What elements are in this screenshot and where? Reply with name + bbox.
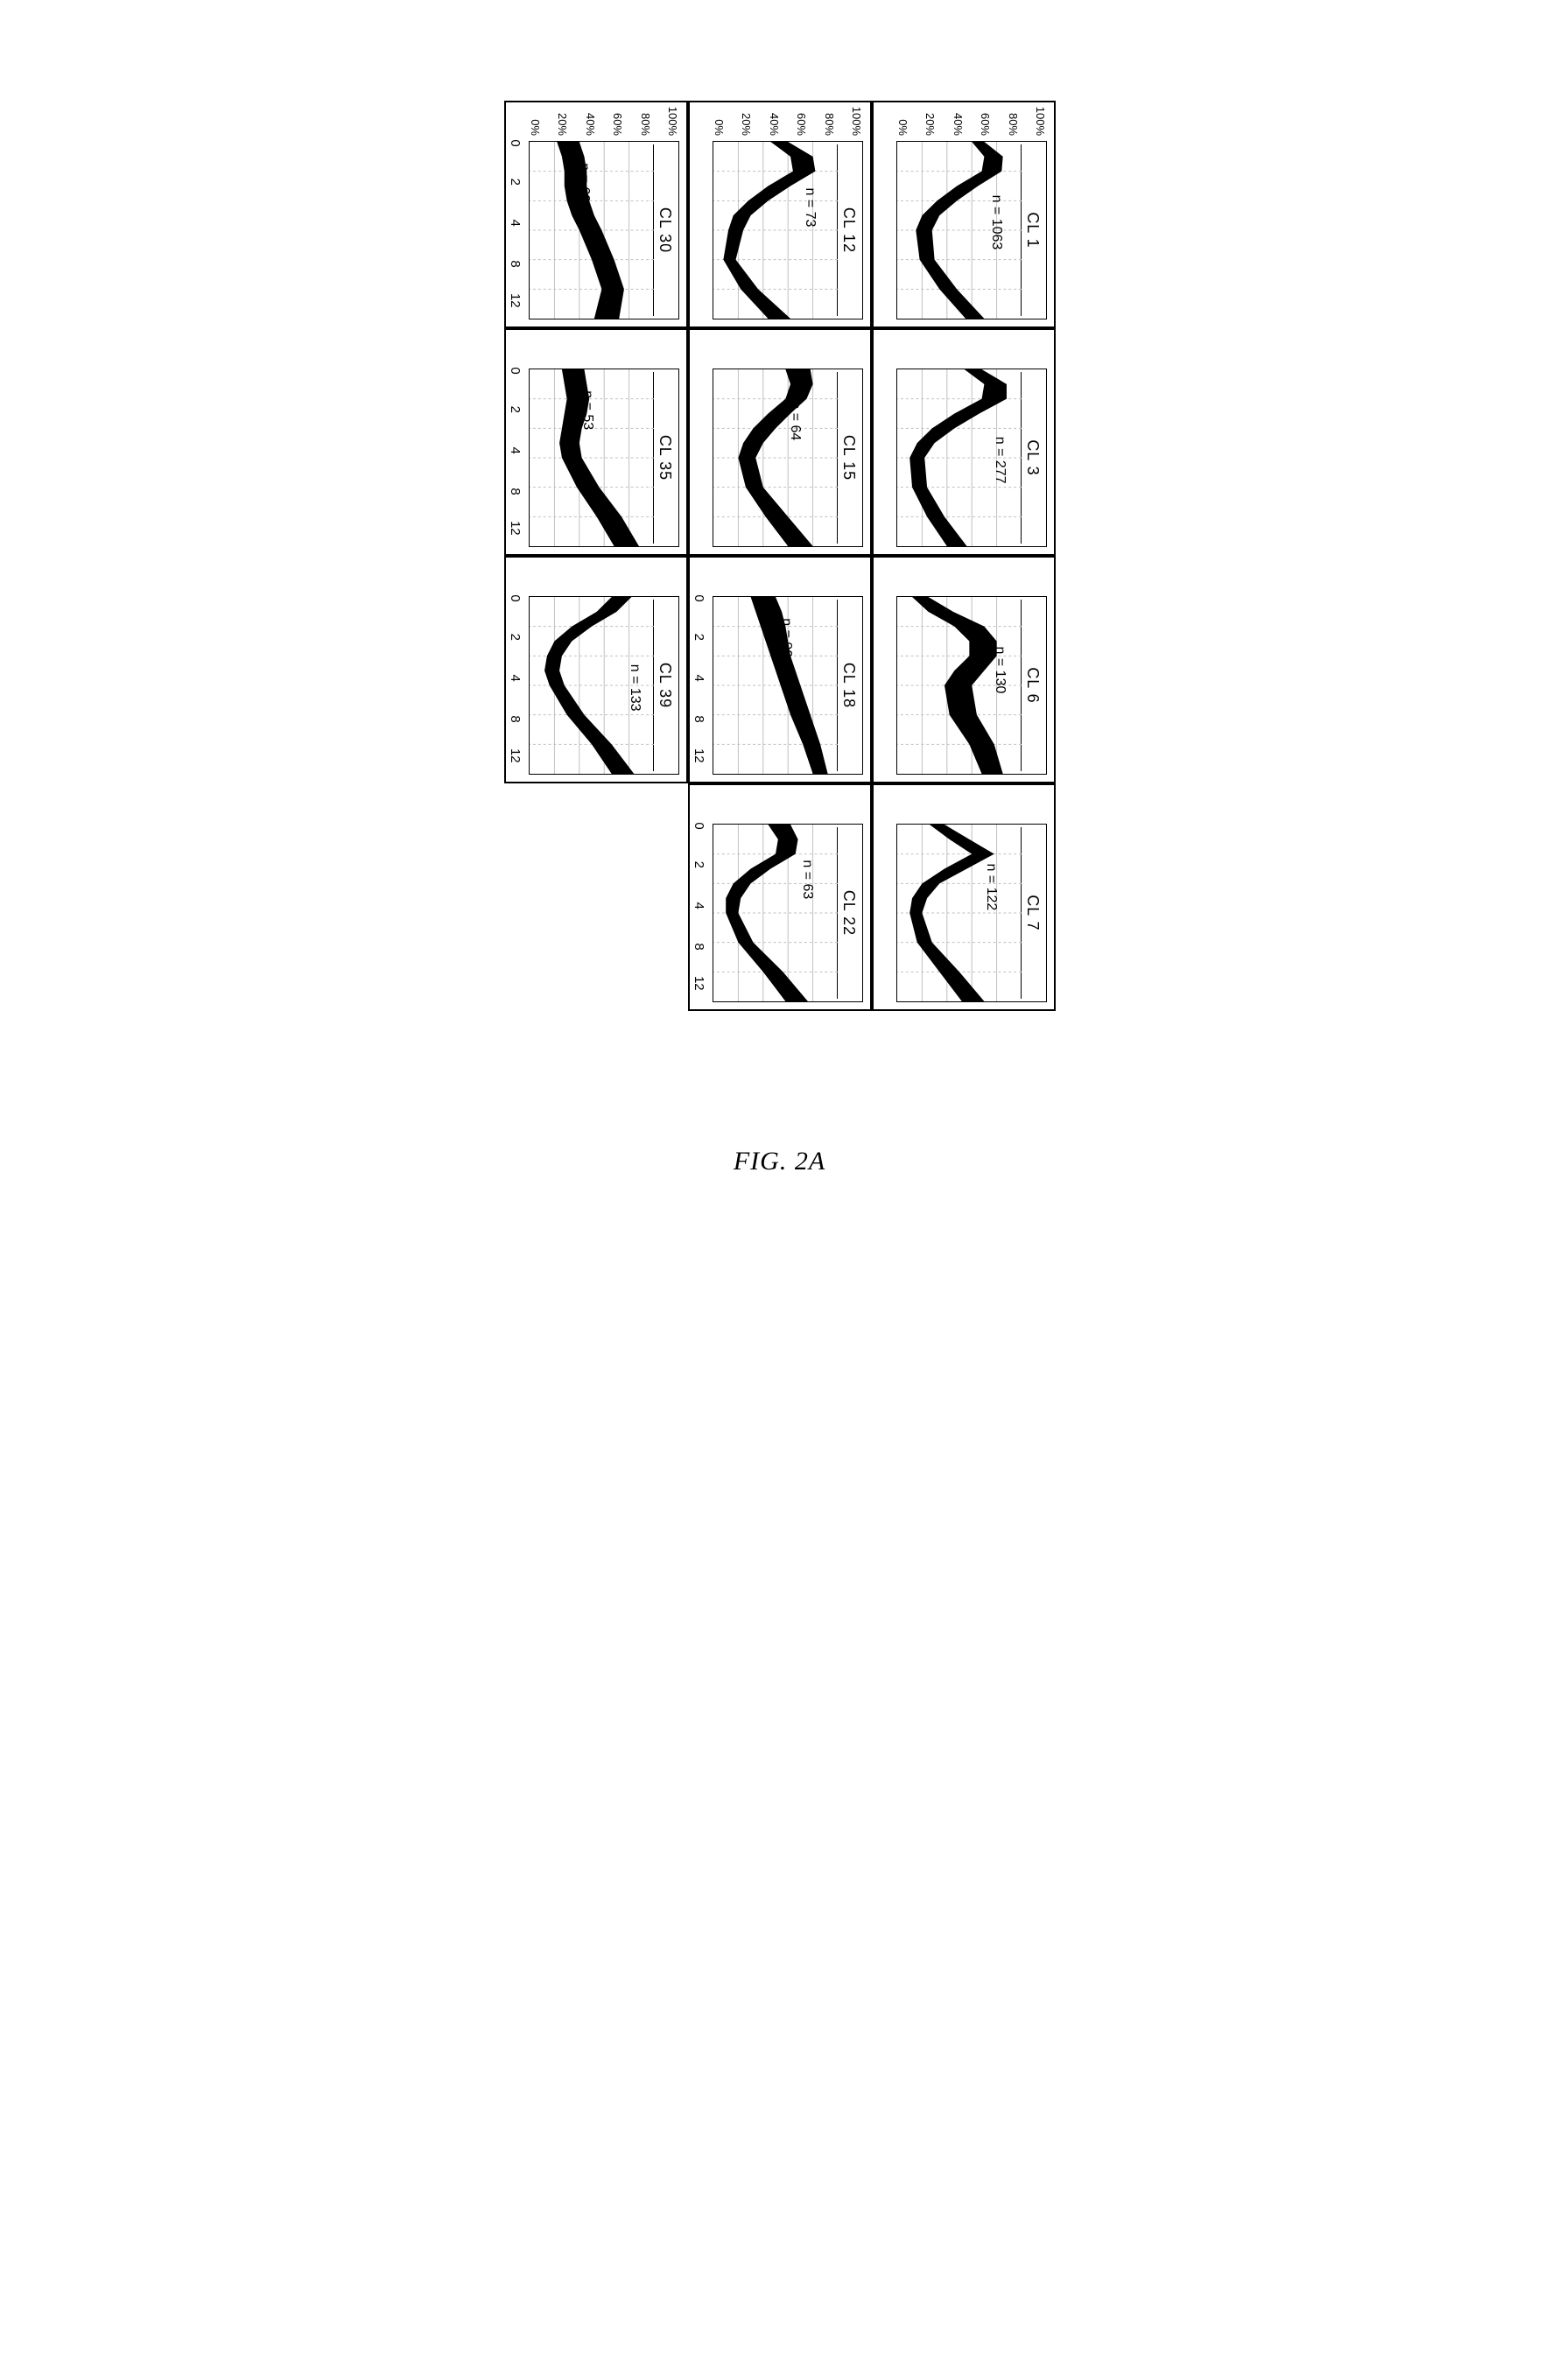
x-axis-ticks: 024812 [692, 824, 706, 1002]
plot-area: CL 12 n = 73 [713, 141, 863, 319]
panel-title: CL 30 [653, 144, 676, 316]
x-axis-ticks: 024812 [508, 141, 523, 319]
panel-CL7: CL 7 n = 122 [872, 783, 1056, 1011]
y-axis-ticks: 100%80%60%40%20%0% [713, 102, 863, 139]
plot-area: CL 15 n = 64 [713, 369, 863, 547]
n-label: n = 277 [991, 437, 1007, 484]
figure-wrap: 100%80%60%40%20%0% CL 1 n = 1063 CL 3 n = 27… [504, 101, 1056, 1011]
panel-CL18: 024812 CL 18 n = 90 [688, 556, 872, 783]
n-label: n = 64 [787, 401, 803, 440]
n-label: n = 63 [798, 860, 814, 899]
panel-grid: 100%80%60%40%20%0% CL 1 n = 1063 CL 3 n = 27… [504, 101, 1056, 1011]
plot-area: CL 30 n = 63 [529, 141, 679, 319]
x-axis-ticks: 024812 [508, 596, 523, 775]
panel-title: CL 12 [837, 144, 860, 316]
panel-CL3: CL 3 n = 277 [872, 328, 1056, 556]
x-axis-ticks: 024812 [508, 369, 523, 547]
panel-CL30: 100%80%60%40%20%0% 024812 CL 30 n = 63 [504, 101, 688, 328]
panel-CL12: 100%80%60%40%20%0% CL 12 n = 73 [688, 101, 872, 328]
panel-CL39: 024812 CL 39 n = 133 [504, 556, 688, 783]
figure-caption: FIG. 2A [734, 1147, 825, 1176]
n-label: n = 63 [576, 163, 592, 202]
panel-title: CL 6 [1021, 600, 1043, 771]
plot-area: CL 1 n = 1063 [896, 141, 1047, 319]
panel-CL35: 024812 CL 35 n = 53 [504, 328, 688, 556]
plot-area: CL 18 n = 90 [713, 596, 863, 775]
panel-title: CL 7 [1021, 827, 1043, 999]
panel-title: CL 35 [653, 372, 676, 544]
n-label: n = 73 [802, 188, 818, 228]
panel-CL6: CL 6 n = 130 [872, 556, 1056, 783]
plot-area: CL 22 n = 63 [713, 824, 863, 1002]
n-label: n = 1063 [988, 195, 1004, 250]
y-axis-ticks: 100%80%60%40%20%0% [896, 102, 1047, 139]
n-label: n = 53 [579, 390, 594, 430]
n-label: n = 130 [991, 647, 1007, 694]
plot-area: CL 6 n = 130 [896, 596, 1047, 775]
y-axis-ticks: 100%80%60%40%20%0% [529, 102, 679, 139]
panel-title: CL 22 [837, 827, 860, 999]
plot-area: CL 3 n = 277 [896, 369, 1047, 547]
panel-title: CL 3 [1021, 372, 1043, 544]
plot-area: CL 7 n = 122 [896, 824, 1047, 1002]
x-axis-ticks: 024812 [692, 596, 706, 775]
n-label: n = 90 [777, 618, 793, 657]
panel-title: CL 1 [1021, 144, 1043, 316]
panel-CL1: 100%80%60%40%20%0% CL 1 n = 1063 [872, 101, 1056, 328]
n-label: n = 133 [627, 664, 643, 712]
panel-title: CL 39 [653, 600, 676, 771]
n-label: n = 122 [982, 863, 998, 910]
empty-panel [504, 783, 688, 1011]
panel-CL15: CL 15 n = 64 [688, 328, 872, 556]
panel-title: CL 18 [837, 600, 860, 771]
panel-CL22: 024812 CL 22 n = 63 [688, 783, 872, 1011]
panel-title: CL 15 [837, 372, 860, 544]
plot-area: CL 35 n = 53 [529, 369, 679, 547]
plot-area: CL 39 n = 133 [529, 596, 679, 775]
